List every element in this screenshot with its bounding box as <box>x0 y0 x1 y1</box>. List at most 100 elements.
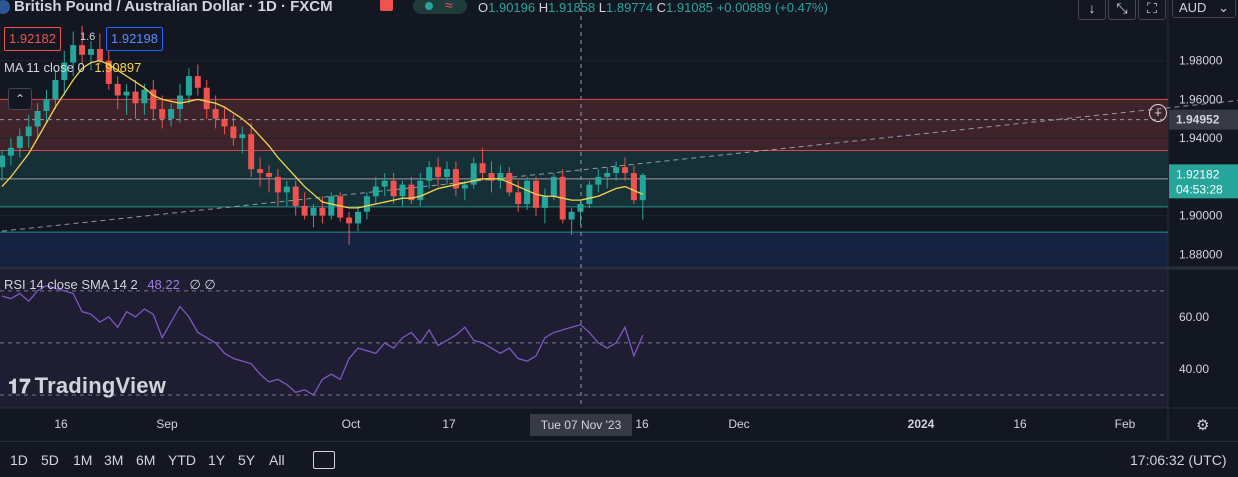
candle-body <box>34 111 41 127</box>
timeframe-1y[interactable]: 1Y <box>208 452 226 468</box>
timeframe-1d[interactable]: 1D <box>10 452 28 468</box>
rsi-tick-label: 40.00 <box>1179 362 1209 376</box>
candle-body <box>248 134 255 170</box>
price-tick-label: 1.90000 <box>1179 209 1223 223</box>
buy-button[interactable]: 1.92198 <box>106 27 163 51</box>
fullscreen-icon[interactable]: ⛶ <box>1138 0 1166 20</box>
timeframe-5d[interactable]: 5D <box>41 452 59 468</box>
timeframe-6m[interactable]: 6M <box>136 452 156 468</box>
candle-body <box>497 173 504 181</box>
candle-body <box>479 163 486 173</box>
crosshair <box>0 0 1168 408</box>
price-tick-label: 1.98000 <box>1179 54 1223 68</box>
crosshair-time-box <box>530 414 632 436</box>
rsi-background <box>0 270 1168 408</box>
collapse-legend-button[interactable]: ⌃ <box>8 88 32 110</box>
candle-body <box>470 163 477 185</box>
axes: 1.980001.960001.940001.920001.900001.880… <box>54 54 1238 436</box>
add-alert-icon[interactable]: + <box>1149 104 1167 122</box>
price-tick-label: 1.96000 <box>1179 92 1223 106</box>
candle-body <box>159 109 166 119</box>
candle-body <box>488 173 495 181</box>
candle-body <box>622 167 628 173</box>
trendline-path <box>1 99 1238 232</box>
candle-body <box>568 211 575 220</box>
candle-body <box>7 147 14 156</box>
trend-line[interactable] <box>1 99 1238 232</box>
tradingview-watermark: 𝟏𝟕 TradingView <box>8 373 166 399</box>
time-tick-label: 2024 <box>908 417 935 431</box>
candle-body <box>105 60 112 84</box>
candle-body <box>266 173 272 177</box>
sell-price: 1.92182 <box>9 31 56 46</box>
resistance-zone <box>0 99 1168 151</box>
timeframe-ytd[interactable]: YTD <box>168 452 196 468</box>
candle-body <box>399 184 406 197</box>
candle-body <box>274 176 281 193</box>
tradingview-logo-icon: 𝟏𝟕 <box>8 376 31 398</box>
ma-polyline <box>1 59 644 209</box>
candle-body <box>435 167 442 177</box>
candle-body <box>328 196 335 216</box>
candle-body <box>541 196 548 208</box>
candle-body <box>444 169 450 177</box>
buy-price: 1.92198 <box>111 31 158 46</box>
chevron-down-icon: ⌄ <box>1218 0 1229 15</box>
sell-button[interactable]: 1.92182 <box>4 27 61 51</box>
rsi-legend-extra: ∅ ∅ <box>189 277 216 292</box>
currency-select[interactable]: AUD ⌄ <box>1172 0 1236 18</box>
ohlc-c-value: 1.91085 <box>666 0 714 15</box>
candle-body <box>550 176 557 197</box>
arrow-down-icon[interactable]: ↓ <box>1078 0 1106 20</box>
candle-body <box>346 217 353 224</box>
ohlc-o-value: 1.90196 <box>488 0 536 15</box>
candle-body <box>168 109 175 119</box>
price-tick-label: 1.88000 <box>1179 247 1223 261</box>
ma-legend-text: MA 11 close 0 <box>4 60 85 75</box>
candle-body <box>52 80 59 100</box>
time-tick-label: 16 <box>1013 417 1027 431</box>
wave-icon: ≈ <box>445 0 453 13</box>
symbol-title[interactable]: British Pound / Australian Dollar · 1D ·… <box>14 0 333 15</box>
candle-body <box>96 49 103 61</box>
candle-body <box>515 192 522 204</box>
time-tick-label: 17 <box>442 417 456 431</box>
market-status-icon <box>380 0 393 11</box>
timeframe-1m[interactable]: 1M <box>73 452 93 468</box>
chevron-up-icon: ⌃ <box>14 92 26 106</box>
timeframe-3m[interactable]: 3M <box>104 452 124 468</box>
candles <box>0 25 646 245</box>
ma-legend[interactable]: MA 11 close 0 1.90897 <box>4 60 141 75</box>
clock: 17:06:32 (UTC) <box>1130 452 1227 468</box>
candle-body <box>408 184 415 201</box>
ohlc-h-value: 1.91858 <box>548 0 596 15</box>
time-tick-label: Feb <box>1115 417 1136 431</box>
settings-icon[interactable]: ⚙ <box>1196 417 1210 434</box>
timeframe-all[interactable]: All <box>269 452 285 468</box>
candle-body <box>301 205 308 216</box>
candle-body <box>230 126 237 139</box>
candle-body <box>310 207 317 216</box>
candle-body <box>212 109 219 119</box>
date-range-icon[interactable] <box>313 451 335 469</box>
collapse-icon[interactable]: ⤡ <box>1108 0 1136 20</box>
ma-line <box>1 59 644 209</box>
rsi-tick-label: 60.00 <box>1179 310 1209 324</box>
candle-body <box>70 45 77 63</box>
lower-zone <box>0 232 1168 266</box>
candle-body <box>16 136 23 148</box>
candle-body <box>123 91 130 96</box>
ohlc-change: +0.00889 (+0.47%) <box>716 0 828 15</box>
ohlc-l-label: L <box>598 0 606 15</box>
candle-body <box>221 118 228 127</box>
candle-body <box>257 169 264 173</box>
timeframe-5y[interactable]: 5Y <box>238 452 256 468</box>
candle-body <box>577 204 584 212</box>
candle-body <box>150 89 157 110</box>
candle-body <box>194 76 201 88</box>
candle-body <box>586 184 593 204</box>
rsi-legend[interactable]: RSI 14 close SMA 14 2 48.22 ∅ ∅ <box>4 277 216 293</box>
flag-icon <box>0 0 10 14</box>
candle-body <box>630 173 637 201</box>
